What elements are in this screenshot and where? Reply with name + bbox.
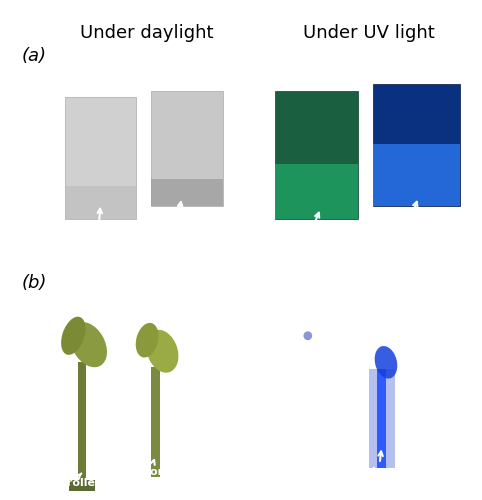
Text: Microspheres: Microspheres	[56, 208, 140, 243]
Ellipse shape	[70, 322, 107, 368]
Text: Carbon
Dots: Carbon Dots	[379, 202, 424, 254]
Ellipse shape	[146, 330, 178, 372]
Text: Carbon
Dots: Carbon Dots	[151, 202, 196, 252]
FancyBboxPatch shape	[373, 84, 460, 206]
FancyBboxPatch shape	[65, 98, 136, 219]
FancyBboxPatch shape	[369, 369, 395, 468]
FancyBboxPatch shape	[65, 186, 136, 219]
FancyBboxPatch shape	[275, 91, 358, 219]
Text: (b): (b)	[21, 274, 47, 292]
Text: Controlled: Controlled	[39, 474, 104, 488]
FancyBboxPatch shape	[151, 180, 223, 206]
Ellipse shape	[136, 323, 159, 358]
Ellipse shape	[61, 316, 85, 355]
FancyBboxPatch shape	[151, 91, 223, 206]
FancyBboxPatch shape	[373, 144, 460, 206]
Text: Under daylight: Under daylight	[80, 24, 214, 42]
FancyBboxPatch shape	[275, 164, 358, 219]
Ellipse shape	[375, 346, 397, 378]
Text: Microspheres: Microspheres	[265, 212, 348, 248]
Text: Under UV light: Under UV light	[303, 24, 434, 42]
FancyBboxPatch shape	[151, 366, 160, 478]
Text: Carbon
Dots-fed: Carbon Dots-fed	[121, 460, 175, 488]
Ellipse shape	[304, 332, 312, 340]
Text: (a): (a)	[21, 46, 46, 64]
Bar	[69, 480, 95, 490]
Text: Controlled: Controlled	[262, 356, 327, 480]
FancyBboxPatch shape	[377, 369, 386, 468]
Text: Carbon
Dots-fed: Carbon Dots-fed	[351, 452, 405, 488]
FancyBboxPatch shape	[78, 362, 86, 484]
